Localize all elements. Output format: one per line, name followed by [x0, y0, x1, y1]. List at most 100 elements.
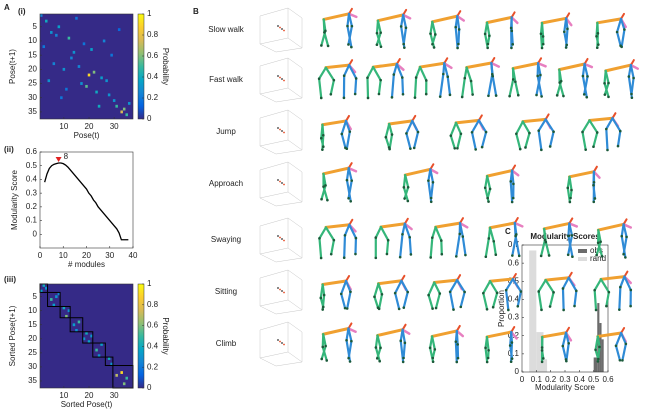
joint: [582, 93, 586, 96]
joint: [508, 94, 511, 98]
limb: [470, 131, 477, 151]
limb: [454, 329, 458, 343]
joint: [474, 148, 477, 151]
limb: [345, 179, 352, 203]
limb: [395, 62, 404, 79]
joint: [547, 254, 551, 257]
limb: [537, 118, 547, 132]
joint: [379, 31, 382, 34]
limb: [318, 226, 328, 240]
y-tick-label: 0.1: [26, 216, 38, 225]
limb: [340, 292, 347, 310]
limb: [595, 240, 602, 257]
limb: [593, 289, 598, 312]
joint: [401, 233, 404, 236]
limb: [603, 69, 607, 85]
joint: [624, 256, 627, 259]
thumbnail-dot: [277, 127, 279, 129]
behavior-label: Fast walk: [209, 75, 244, 84]
x-tick-label: 30: [110, 391, 119, 400]
limb: [511, 67, 517, 83]
joint: [324, 184, 327, 187]
joint: [456, 356, 460, 360]
y-tick-label: 20: [28, 334, 37, 343]
heatmap-cell: [77, 320, 81, 324]
limb: [611, 117, 622, 133]
limb: [514, 234, 521, 257]
limb: [366, 65, 375, 79]
joint: [349, 290, 352, 294]
limb: [345, 327, 350, 342]
x-tick-label: 10: [59, 391, 68, 400]
limb: [344, 279, 352, 293]
heatmap-cell: [110, 362, 113, 366]
limb: [376, 279, 403, 286]
joint: [491, 74, 495, 78]
limb: [427, 293, 434, 310]
heatmap-cell: [92, 70, 96, 74]
peak-label: 8: [64, 152, 69, 161]
limb: [321, 326, 350, 336]
heatmap-cell: [120, 371, 123, 374]
heatmap-cell: [122, 382, 126, 386]
joint: [621, 359, 624, 362]
thumbnail-edge: [259, 139, 289, 147]
joint: [596, 241, 600, 245]
joint: [385, 252, 389, 256]
joint: [629, 304, 632, 308]
joint: [540, 46, 544, 50]
joint: [592, 183, 595, 187]
limb: [343, 223, 351, 237]
module-box: [104, 356, 114, 367]
limb: [614, 331, 623, 347]
limb: [402, 186, 409, 203]
thumbnail-edge: [259, 93, 277, 103]
thumbnail-edge: [275, 47, 303, 53]
joint: [566, 253, 570, 257]
joint: [510, 29, 514, 33]
joint: [342, 256, 346, 260]
thumbnail-dot: [283, 183, 285, 186]
joint: [510, 46, 513, 50]
joint: [431, 360, 435, 364]
thumbnail-edge: [275, 97, 303, 103]
thumbnail-dot: [277, 339, 279, 341]
limb: [371, 62, 399, 69]
thumbnail-edge: [287, 299, 303, 311]
limb: [405, 119, 414, 135]
thumbnail-edge: [275, 361, 303, 367]
limb: [429, 335, 434, 349]
limb: [596, 331, 623, 338]
limb: [376, 13, 405, 23]
limb: [539, 21, 544, 35]
colorbar-tick-label: 0.4: [147, 72, 159, 81]
joint: [596, 32, 600, 35]
limb: [484, 335, 489, 349]
colorbar-tick-label: 0.2: [147, 93, 159, 102]
limb: [561, 287, 565, 312]
limb: [413, 76, 418, 99]
limb: [544, 118, 555, 133]
y-tick-label: 0.2: [26, 202, 38, 211]
joint: [402, 306, 406, 309]
thumbnail-edge: [287, 351, 303, 363]
limb: [345, 167, 350, 182]
limb: [321, 279, 348, 287]
thumbnail-edge: [287, 87, 303, 99]
pose-figure: [539, 217, 579, 258]
x-tick-label: 0.2: [545, 375, 557, 384]
joint: [630, 96, 634, 100]
thumbnail-dot: [279, 76, 281, 79]
joint: [586, 75, 589, 78]
joint: [552, 130, 555, 134]
pose-figure: [317, 59, 358, 100]
joint: [561, 287, 565, 290]
pose-figure: [320, 7, 358, 49]
heatmap-cell: [82, 42, 86, 46]
joint: [598, 345, 601, 349]
thumbnail-dot: [281, 238, 283, 240]
y-tick-label: 0.3: [508, 313, 520, 322]
heatmap-cell: [122, 107, 126, 111]
limb: [449, 279, 459, 293]
limb: [509, 180, 514, 204]
